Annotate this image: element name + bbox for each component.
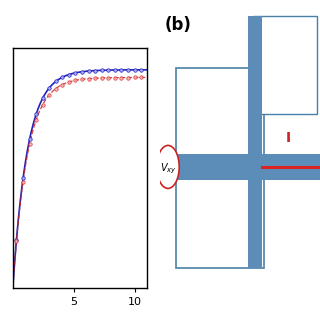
Bar [253,16,317,114]
Bar [176,154,320,180]
Bar [176,68,264,268]
Circle shape [157,145,179,188]
Text: (b): (b) [165,16,192,34]
Text: $V_{xy}$: $V_{xy}$ [160,161,176,176]
Bar [248,68,262,268]
Bar [248,16,262,68]
Text: I: I [285,132,291,146]
